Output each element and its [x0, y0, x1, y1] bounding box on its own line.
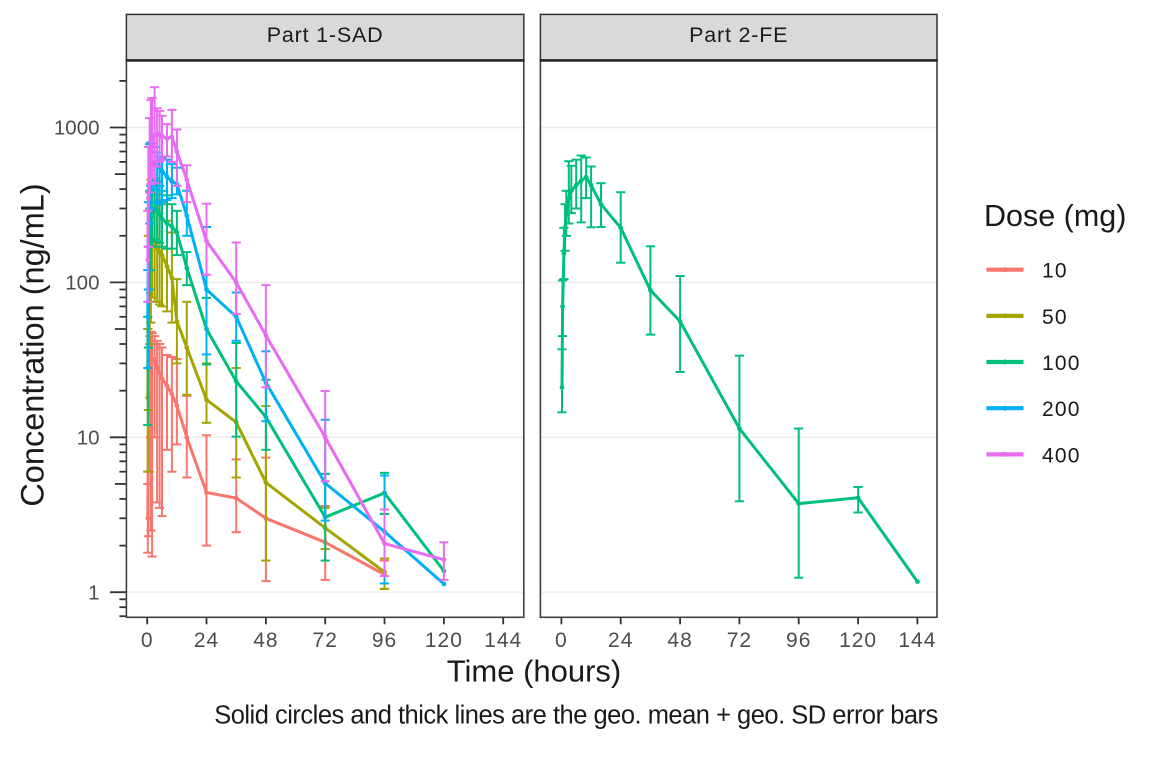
svg-text:10: 10	[77, 427, 100, 450]
svg-text:200: 200	[1042, 398, 1081, 421]
svg-text:100: 100	[65, 272, 99, 295]
svg-text:96: 96	[372, 629, 397, 652]
svg-text:24: 24	[608, 629, 633, 652]
svg-text:Part 1-SAD: Part 1-SAD	[267, 23, 384, 47]
svg-text:72: 72	[727, 629, 752, 652]
svg-text:120: 120	[839, 629, 877, 652]
svg-text:Part 2-FE: Part 2-FE	[689, 23, 788, 47]
svg-text:96: 96	[786, 629, 811, 652]
svg-text:10: 10	[1042, 260, 1068, 283]
svg-text:100: 100	[1042, 352, 1081, 375]
svg-text:144: 144	[484, 629, 522, 652]
svg-text:48: 48	[253, 629, 278, 652]
svg-text:1: 1	[88, 581, 99, 604]
svg-text:48: 48	[667, 629, 692, 652]
svg-text:Dose (mg): Dose (mg)	[984, 199, 1126, 233]
svg-text:120: 120	[425, 629, 463, 652]
svg-text:400: 400	[1042, 444, 1081, 467]
svg-text:Solid circles and thick lines: Solid circles and thick lines are the ge…	[214, 702, 938, 730]
svg-text:50: 50	[1042, 306, 1068, 329]
svg-text:24: 24	[194, 629, 219, 652]
svg-text:72: 72	[313, 629, 338, 652]
svg-text:0: 0	[141, 629, 154, 652]
svg-text:0: 0	[555, 629, 568, 652]
svg-text:Concentration (ng/mL): Concentration (ng/mL)	[15, 183, 51, 506]
svg-text:144: 144	[898, 629, 936, 652]
svg-text:Time (hours): Time (hours)	[447, 654, 622, 689]
svg-text:1000: 1000	[54, 117, 100, 140]
